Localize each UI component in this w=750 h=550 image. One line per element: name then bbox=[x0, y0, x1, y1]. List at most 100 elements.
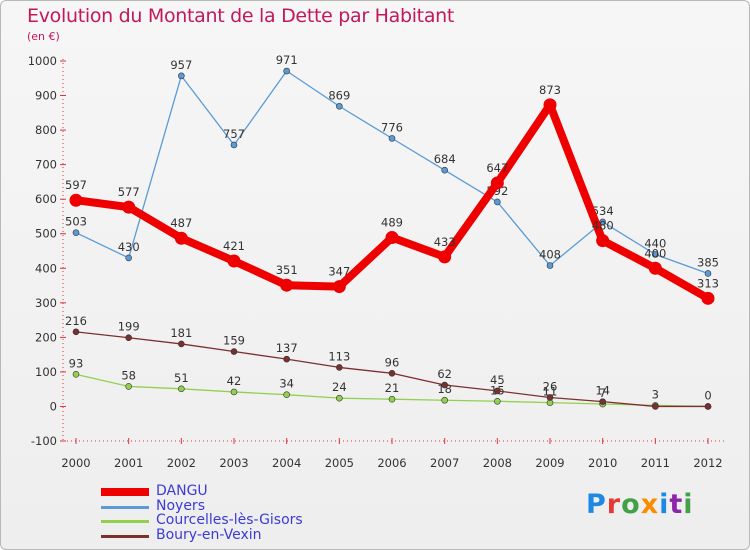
data-point-dangu bbox=[490, 176, 504, 190]
data-label-boury-en-vexin: 199 bbox=[118, 320, 140, 334]
data-label-boury-en-vexin: 96 bbox=[385, 355, 400, 369]
data-label-noyers: 385 bbox=[697, 255, 719, 269]
data-label-boury-en-vexin: 14 bbox=[595, 384, 610, 398]
legend-swatch bbox=[101, 505, 149, 509]
legend-label: Courcelles-lès-Gisors bbox=[156, 512, 303, 528]
data-point-noyers bbox=[388, 135, 396, 142]
logo-letter: o bbox=[621, 489, 641, 520]
logo-letter: r bbox=[606, 489, 622, 520]
data-label-dangu: 421 bbox=[223, 239, 245, 253]
legend-swatch bbox=[101, 534, 149, 538]
data-label-courcelles-l-s-gisors: 24 bbox=[332, 380, 347, 394]
data-point-noyers bbox=[72, 229, 80, 236]
x-tick-label: 2003 bbox=[219, 456, 248, 470]
data-point-noyers bbox=[336, 102, 343, 110]
data-point-boury-en-vexin bbox=[178, 340, 185, 348]
data-point-boury-en-vexin bbox=[72, 328, 80, 336]
data-label-noyers: 408 bbox=[539, 248, 561, 262]
data-label-boury-en-vexin: 62 bbox=[437, 367, 452, 381]
legend-swatch bbox=[101, 488, 149, 496]
data-point-courcelles-l-s-gisors bbox=[336, 394, 343, 402]
data-label-noyers: 430 bbox=[118, 240, 140, 254]
x-tick-label: 2002 bbox=[167, 456, 196, 470]
y-tick-label: 1000 bbox=[28, 54, 57, 68]
data-point-dangu bbox=[438, 250, 452, 264]
data-point-courcelles-l-s-gisors bbox=[72, 371, 80, 378]
data-point-courcelles-l-s-gisors bbox=[494, 397, 501, 405]
data-point-boury-en-vexin bbox=[599, 398, 606, 405]
data-point-boury-en-vexin bbox=[704, 403, 712, 410]
y-tick-label: -100 bbox=[31, 434, 57, 448]
y-tick-label: 300 bbox=[35, 296, 57, 310]
data-point-noyers bbox=[178, 72, 185, 80]
data-point-noyers bbox=[704, 270, 712, 277]
data-point-dangu bbox=[280, 278, 294, 292]
data-label-dangu: 480 bbox=[592, 219, 614, 233]
data-label-courcelles-l-s-gisors: 34 bbox=[279, 377, 294, 391]
x-tick-label: 2004 bbox=[272, 456, 301, 470]
data-label-courcelles-l-s-gisors: 42 bbox=[227, 374, 242, 388]
data-label-dangu: 489 bbox=[381, 216, 403, 230]
x-tick-label: 2011 bbox=[641, 456, 670, 470]
data-point-noyers bbox=[441, 166, 448, 174]
data-label-courcelles-l-s-gisors: 93 bbox=[69, 356, 84, 370]
proxiti-logo: Proxiti bbox=[586, 489, 694, 520]
data-label-dangu: 577 bbox=[118, 185, 140, 199]
data-point-noyers bbox=[125, 254, 132, 262]
data-point-dangu bbox=[648, 261, 662, 275]
data-label-noyers: 776 bbox=[381, 120, 403, 134]
data-point-boury-en-vexin bbox=[336, 364, 343, 371]
data-point-dangu bbox=[332, 280, 346, 294]
data-point-dangu bbox=[174, 231, 188, 245]
logo-letter: i bbox=[683, 489, 694, 520]
data-label-noyers: 869 bbox=[328, 88, 350, 102]
y-tick-label: 900 bbox=[35, 89, 57, 103]
data-point-noyers bbox=[283, 67, 290, 75]
x-tick-label: 2005 bbox=[325, 456, 354, 470]
x-tick-label: 2007 bbox=[430, 456, 459, 470]
logo-letter: i bbox=[659, 489, 670, 520]
data-label-noyers: 503 bbox=[65, 215, 87, 229]
data-label-dangu: 313 bbox=[697, 276, 719, 290]
data-point-courcelles-l-s-gisors bbox=[178, 385, 185, 393]
data-label-courcelles-l-s-gisors: 11 bbox=[543, 385, 558, 399]
logo-letter: P bbox=[586, 489, 607, 520]
data-point-dangu bbox=[596, 234, 610, 248]
data-point-boury-en-vexin bbox=[652, 403, 659, 410]
data-label-noyers: 440 bbox=[644, 236, 666, 250]
logo-letter: x bbox=[640, 489, 660, 520]
data-point-dangu bbox=[385, 231, 399, 245]
x-tick-label: 2008 bbox=[483, 456, 512, 470]
legend-swatch bbox=[101, 520, 149, 523]
data-label-noyers: 971 bbox=[276, 53, 298, 67]
data-label-courcelles-l-s-gisors: 58 bbox=[121, 368, 136, 382]
y-tick-label: 200 bbox=[35, 330, 57, 344]
data-label-dangu: 487 bbox=[170, 216, 192, 230]
data-point-courcelles-l-s-gisors bbox=[388, 395, 396, 403]
data-label-boury-en-vexin: 137 bbox=[276, 341, 298, 355]
data-point-boury-en-vexin bbox=[388, 369, 396, 377]
y-tick-label: 700 bbox=[35, 158, 57, 172]
x-tick-label: 2009 bbox=[535, 456, 564, 470]
data-label-dangu: 873 bbox=[539, 83, 561, 97]
data-label-noyers: 534 bbox=[592, 204, 614, 218]
data-label-dangu: 597 bbox=[65, 178, 87, 192]
data-point-dangu bbox=[543, 98, 557, 112]
data-point-boury-en-vexin bbox=[230, 348, 238, 355]
data-point-boury-en-vexin bbox=[125, 334, 132, 342]
data-point-boury-en-vexin bbox=[494, 387, 501, 395]
data-label-dangu: 647 bbox=[486, 161, 508, 175]
y-tick-label: 800 bbox=[35, 123, 57, 137]
chart-unit: (en €) bbox=[27, 30, 60, 43]
data-point-courcelles-l-s-gisors bbox=[441, 396, 448, 404]
data-point-dangu bbox=[701, 291, 715, 305]
data-label-boury-en-vexin: 216 bbox=[65, 314, 87, 328]
data-label-boury-en-vexin: 181 bbox=[170, 326, 192, 340]
data-label-boury-en-vexin: 159 bbox=[223, 334, 245, 348]
data-label-courcelles-l-s-gisors: 51 bbox=[174, 371, 189, 385]
logo-letter: t bbox=[669, 489, 684, 520]
legend-label: DANGU bbox=[156, 483, 208, 499]
data-label-courcelles-l-s-gisors: 3 bbox=[652, 387, 659, 401]
